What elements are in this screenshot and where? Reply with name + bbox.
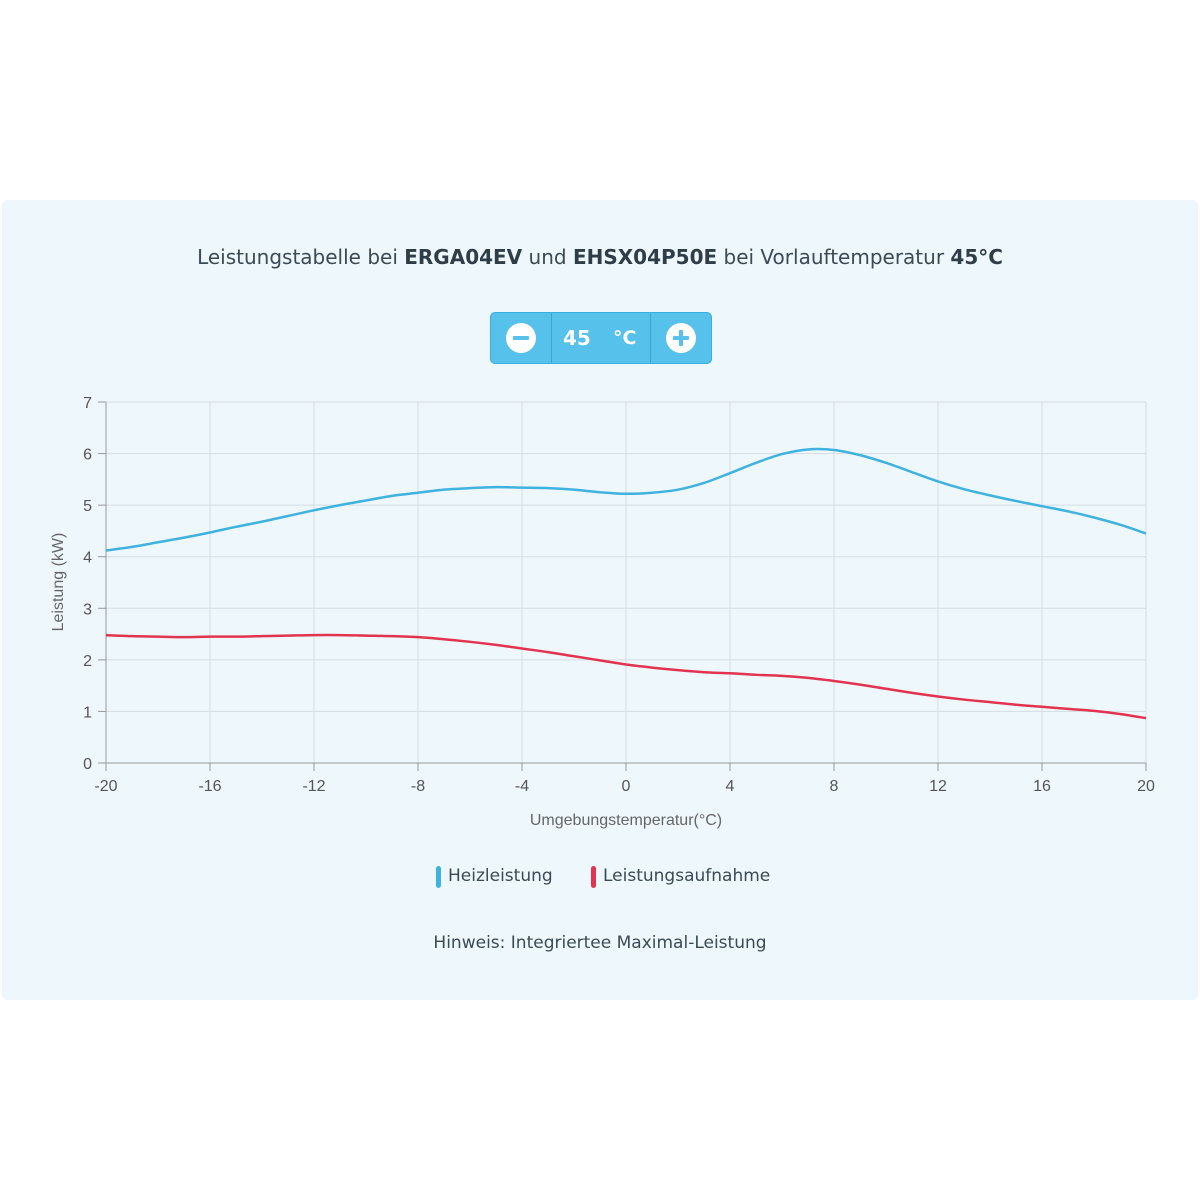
chart-note: Hinweis: Integriertee Maximal-Leistung — [433, 933, 767, 953]
title-part: bei Vorlauftemperatur — [717, 245, 951, 269]
title-part: Leistungstabelle bei — [197, 245, 405, 269]
stepper-value: 45 — [563, 326, 591, 350]
title-flow-temperature: 45°C — [950, 245, 1003, 269]
increment-button[interactable] — [650, 313, 711, 363]
stepper-unit: °C — [613, 327, 637, 349]
flow-temperature-stepper: 45 °C — [490, 312, 712, 364]
legend-label: Heizleistung — [448, 866, 553, 886]
plus-circle-icon — [666, 323, 696, 353]
title-part: und — [522, 245, 573, 269]
legend-swatch — [591, 866, 596, 888]
title-model-outdoor: ERGA04EV — [404, 245, 523, 269]
stepper-value-display: 45 °C — [551, 313, 651, 363]
chart-legend: Heizleistung Leistungsaufnahme — [0, 864, 1200, 890]
minus-circle-icon — [506, 323, 536, 353]
page-title: Leistungstabelle bei ERGA04EV und EHSX04… — [0, 245, 1200, 269]
legend-label: Leistungsaufnahme — [603, 866, 771, 886]
decrement-button[interactable] — [491, 313, 552, 363]
title-model-indoor: EHSX04P50E — [572, 245, 718, 269]
legend-swatch — [436, 866, 441, 888]
